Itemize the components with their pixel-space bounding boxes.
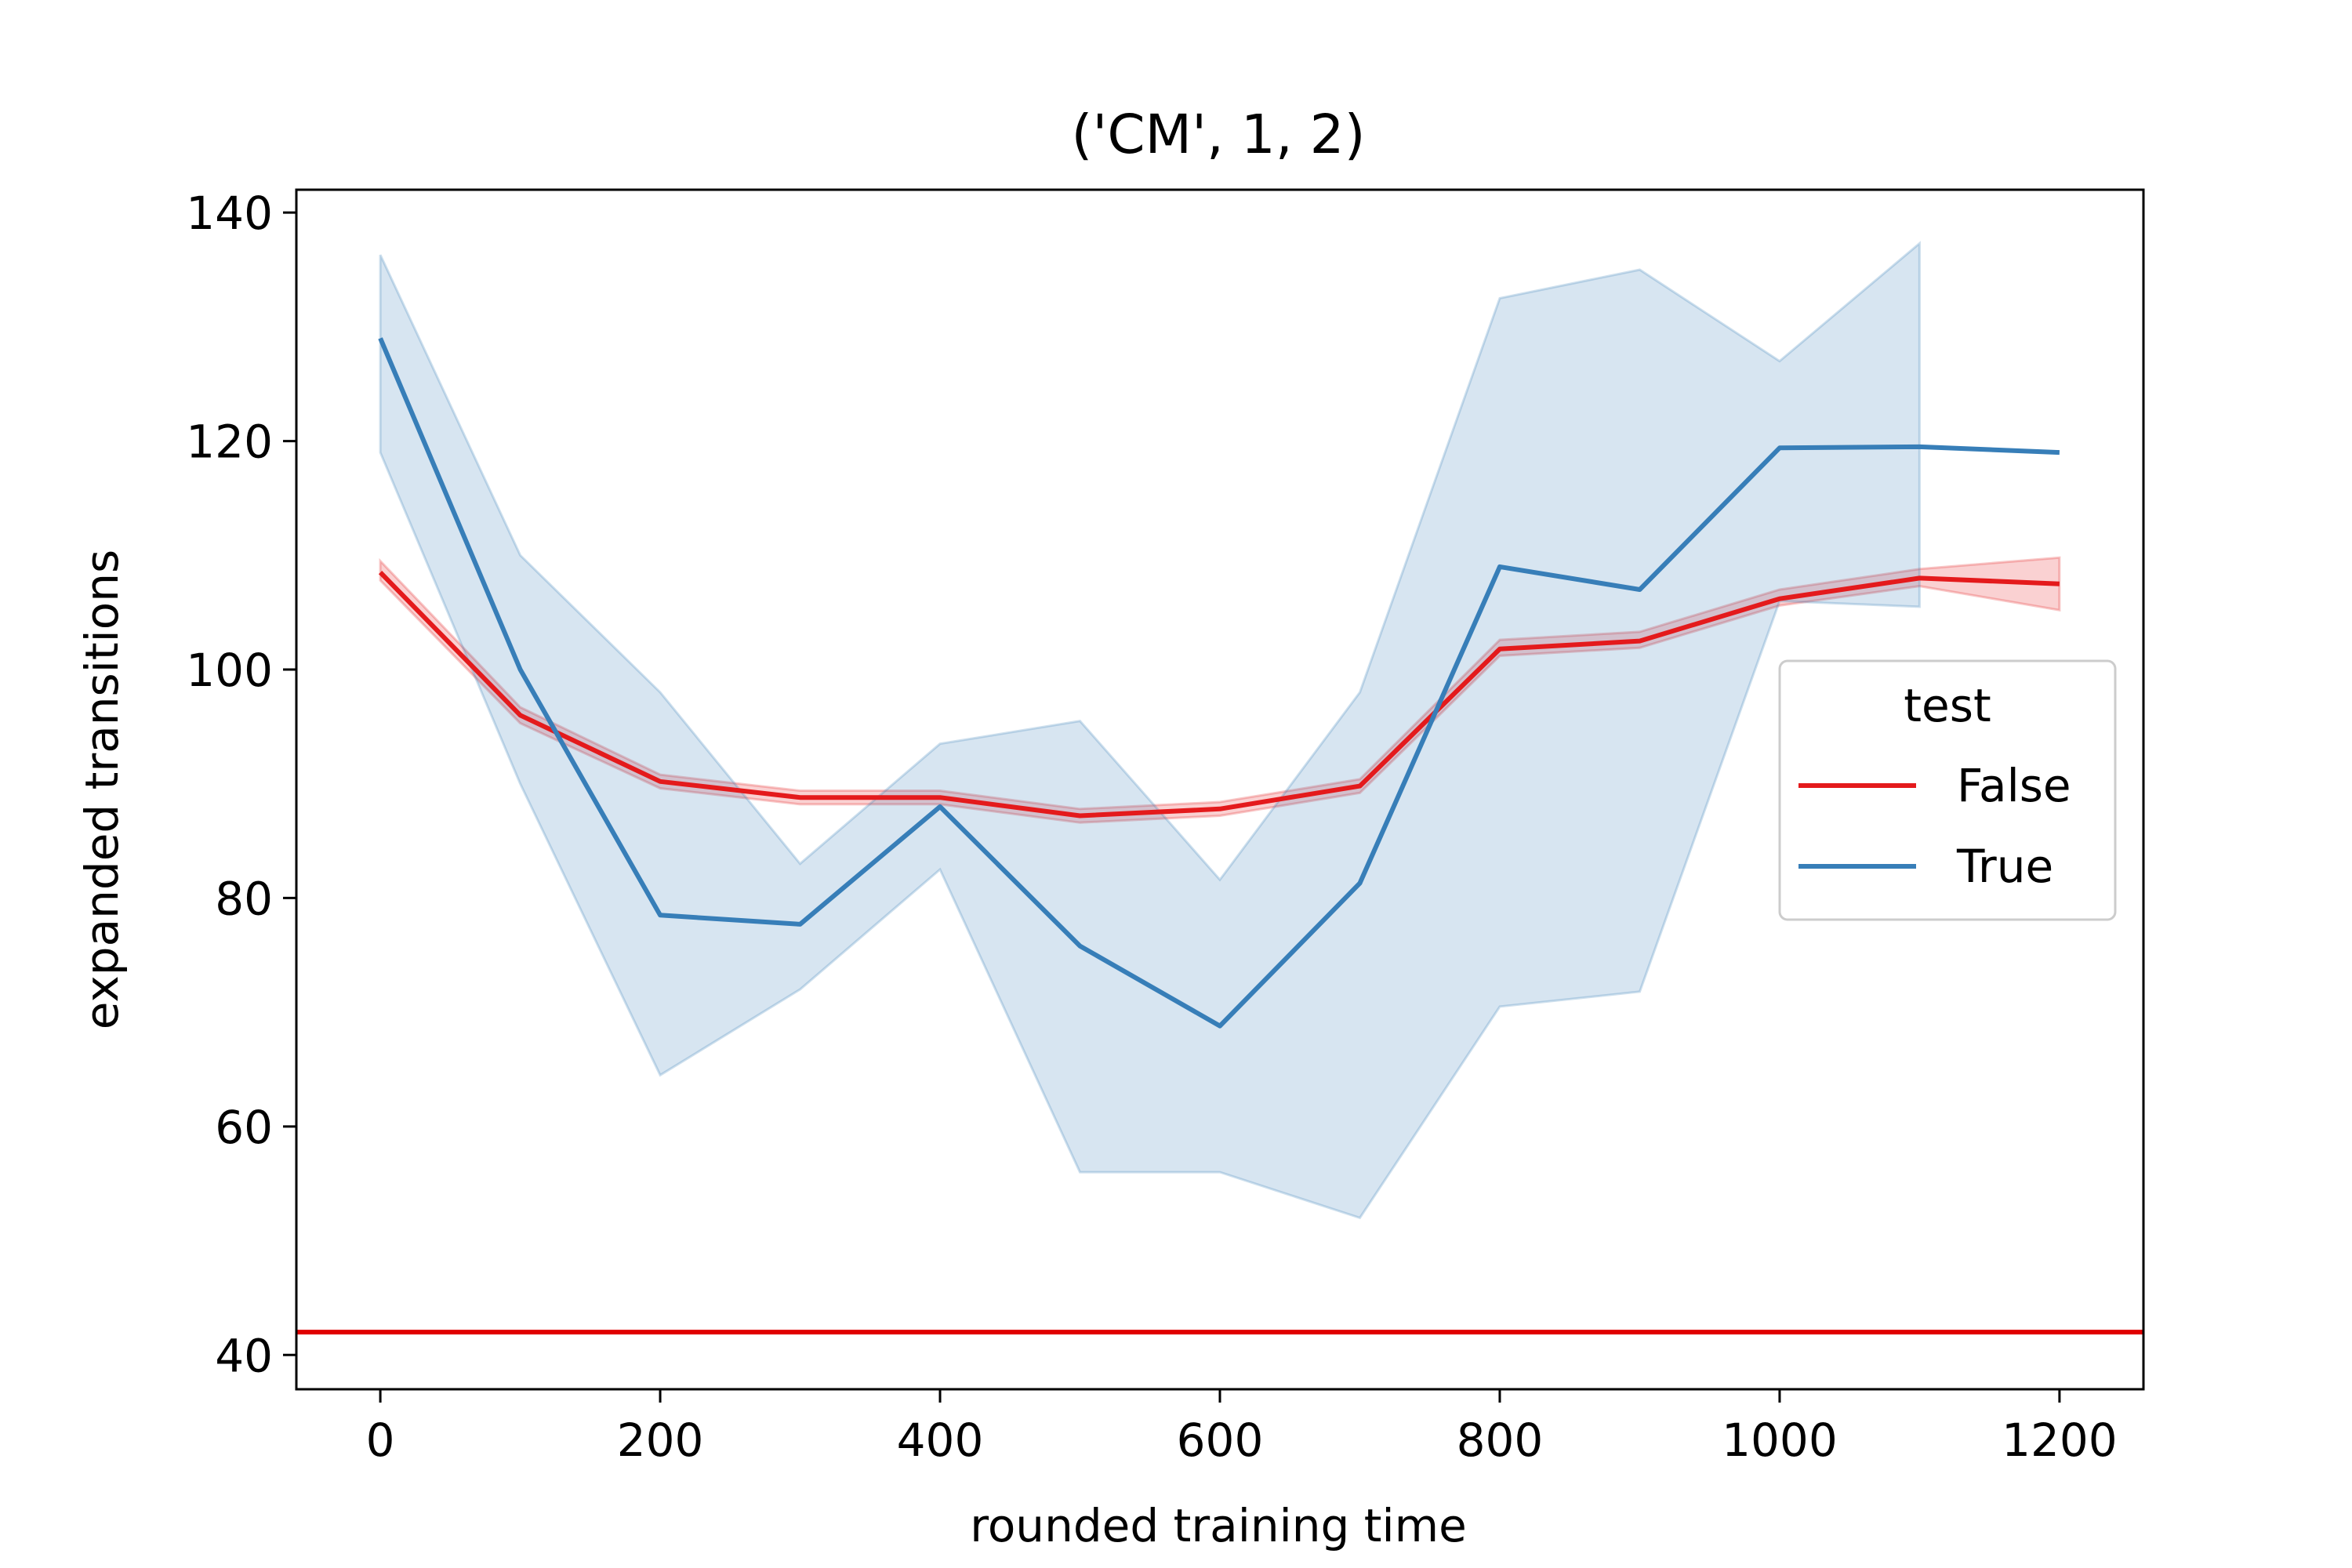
x-tick-label: 0	[366, 1414, 395, 1467]
series-line-true	[378, 337, 2060, 1029]
legend: test False True	[1778, 659, 2117, 921]
y-tick-label: 100	[186, 644, 273, 697]
chart-title: ('CM', 1, 2)	[1071, 103, 1365, 166]
x-tick-label: 600	[1177, 1414, 1264, 1467]
x-tick-label: 200	[617, 1414, 704, 1467]
y-tick-label: 60	[215, 1101, 273, 1154]
x-axis: 0 200 400 600 800 1000 1200	[366, 1389, 2118, 1467]
x-tick-label: 800	[1457, 1414, 1544, 1467]
x-tick-label: 1000	[1722, 1414, 1838, 1467]
legend-box	[1778, 659, 2117, 921]
ci-band-true	[379, 241, 1921, 1220]
y-tick-label: 80	[215, 872, 273, 925]
y-axis-label: expanded transitions	[75, 550, 129, 1029]
x-tick-label: 400	[897, 1414, 984, 1467]
series-line-false	[378, 571, 2060, 818]
x-tick-label: 1200	[2002, 1414, 2118, 1467]
x-axis-label: rounded training time	[970, 1499, 1467, 1552]
y-tick-label: 40	[215, 1329, 273, 1382]
legend-label-true: True	[1956, 840, 2053, 893]
legend-label-false: False	[1957, 759, 2071, 812]
y-tick-label: 140	[186, 187, 273, 240]
y-axis: 40 60 80 100 120 140	[186, 187, 296, 1382]
y-tick-label: 120	[186, 416, 273, 469]
series-layer	[296, 241, 2143, 1335]
legend-title: test	[1904, 679, 1991, 732]
